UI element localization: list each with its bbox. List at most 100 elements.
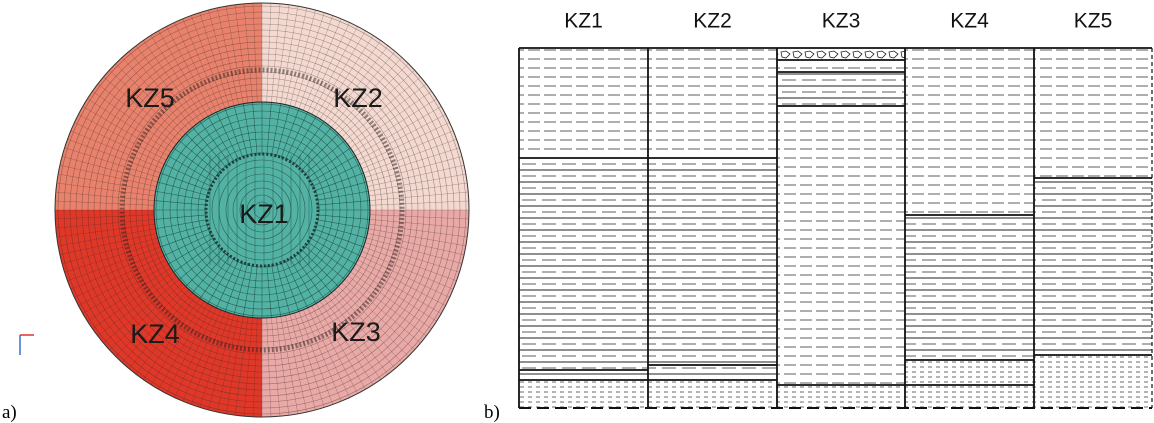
mesh-radial xyxy=(56,182,155,197)
mesh-ring xyxy=(147,95,377,325)
mesh-radial xyxy=(361,130,454,169)
mesh-radial xyxy=(115,286,186,357)
mesh-radial xyxy=(300,248,339,287)
column-header: KZ3 xyxy=(822,10,861,33)
mesh-radial xyxy=(216,259,240,309)
panel-label: b) xyxy=(484,402,500,423)
mesh-radial xyxy=(303,245,345,280)
mesh-radial xyxy=(155,190,208,201)
mesh-radial xyxy=(154,214,208,220)
mesh-radial xyxy=(168,237,215,265)
mesh-radial xyxy=(369,214,469,220)
mesh-radial xyxy=(128,51,193,128)
layer xyxy=(905,48,1034,215)
mesh-transition xyxy=(204,152,320,268)
mesh-radial xyxy=(208,314,235,411)
mesh-radial xyxy=(284,259,308,309)
mesh-radial xyxy=(55,191,155,201)
mesh-radial xyxy=(331,292,396,369)
mesh-radial xyxy=(289,314,316,411)
mesh-radial xyxy=(182,18,221,111)
mesh-radial xyxy=(174,22,217,113)
mesh-radial xyxy=(331,51,396,128)
mesh-radial xyxy=(368,173,466,192)
layer xyxy=(1034,48,1152,178)
disk-outline xyxy=(54,2,470,418)
mesh-radial xyxy=(315,303,366,390)
mesh-radial xyxy=(298,311,334,405)
mesh-radial xyxy=(307,307,350,398)
mesh-radial xyxy=(135,45,197,125)
mesh-radial xyxy=(289,257,317,304)
mesh-radial xyxy=(366,156,463,183)
mesh-radial xyxy=(289,9,316,106)
mesh-radial xyxy=(341,69,415,138)
mesh-radial xyxy=(70,251,163,290)
layer xyxy=(1034,355,1152,408)
mesh-radial xyxy=(158,303,209,390)
layer xyxy=(777,48,905,60)
mesh-radial xyxy=(311,164,361,188)
layer xyxy=(777,106,905,385)
layer xyxy=(777,72,905,106)
mesh-radial xyxy=(109,282,183,351)
mesh-radial xyxy=(225,316,244,414)
mesh-radial xyxy=(56,223,155,238)
mesh-radial xyxy=(266,264,272,318)
mesh-radial xyxy=(78,114,167,161)
mesh-radial xyxy=(143,298,201,380)
mesh-radial xyxy=(293,254,325,299)
mesh-radial xyxy=(363,246,457,282)
mesh-radial xyxy=(87,98,172,153)
mesh-radial xyxy=(352,267,437,322)
mesh-ring xyxy=(225,173,299,247)
mesh-radial xyxy=(252,3,258,103)
mesh-radial xyxy=(92,91,174,149)
zone-label: KZ3 xyxy=(331,317,381,347)
mesh-radial xyxy=(182,309,221,402)
mesh-radial xyxy=(307,22,350,113)
mesh-radial xyxy=(297,251,332,293)
layer xyxy=(519,48,648,158)
mesh-radial xyxy=(361,251,454,290)
mesh-radial xyxy=(157,223,209,239)
mesh-radial xyxy=(271,3,281,103)
mesh-radial xyxy=(367,164,465,187)
mesh-radial xyxy=(190,311,226,405)
mesh-radial xyxy=(293,121,325,166)
mesh-radial xyxy=(271,103,282,156)
mesh-radial xyxy=(316,200,370,206)
mesh-radial xyxy=(334,289,403,363)
zone-label: KZ4 xyxy=(130,319,180,349)
layer xyxy=(648,380,777,408)
mesh-radial xyxy=(87,267,172,322)
mesh-radial xyxy=(369,200,469,206)
mesh-radial xyxy=(58,228,156,247)
mesh-radial xyxy=(266,102,272,156)
zone-label: KZ1 xyxy=(239,199,289,229)
mesh-radial xyxy=(55,219,155,229)
panel-label: a) xyxy=(2,402,17,423)
mesh-radial xyxy=(59,233,157,256)
layer xyxy=(648,365,777,380)
mesh-radial xyxy=(369,223,468,238)
mesh-radial xyxy=(58,173,156,192)
layer xyxy=(648,158,777,365)
mesh-radial xyxy=(166,26,213,115)
mesh-radial xyxy=(216,111,240,161)
mesh-radial xyxy=(166,305,213,394)
mesh-ring xyxy=(81,29,443,391)
mesh-radial xyxy=(143,40,201,122)
mesh-radial xyxy=(224,108,244,159)
mesh-ring xyxy=(57,5,467,415)
mesh-radial xyxy=(280,108,300,159)
mesh-radial xyxy=(284,111,308,161)
mesh-radial xyxy=(285,7,308,105)
mesh-radial xyxy=(347,275,427,337)
mesh-radial xyxy=(316,190,369,201)
mesh-radial xyxy=(174,307,217,398)
mesh-radial xyxy=(199,12,230,108)
mesh-ring xyxy=(75,23,449,397)
mesh-radial xyxy=(233,263,249,315)
mesh-radial xyxy=(243,317,253,417)
